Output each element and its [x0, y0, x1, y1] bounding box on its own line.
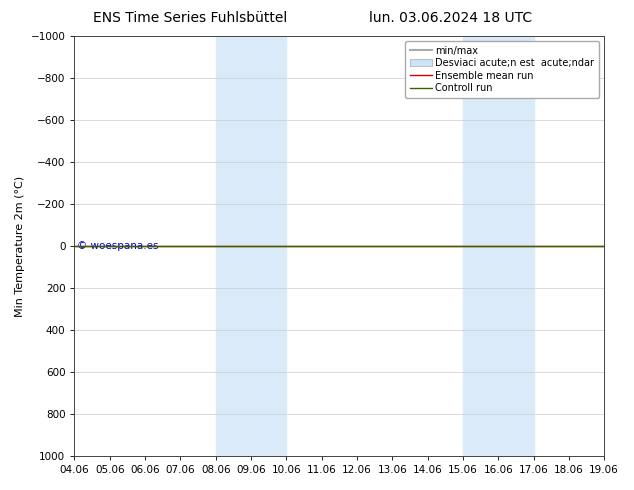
Bar — [216, 36, 287, 456]
Text: © woespana.es: © woespana.es — [77, 241, 158, 251]
Text: ENS Time Series Fuhlsbüttel: ENS Time Series Fuhlsbüttel — [93, 11, 287, 25]
Legend: min/max, Desviaci acute;n est  acute;ndar, Ensemble mean run, Controll run: min/max, Desviaci acute;n est acute;ndar… — [405, 41, 599, 98]
Bar — [463, 36, 533, 456]
Y-axis label: Min Temperature 2m (°C): Min Temperature 2m (°C) — [15, 175, 25, 317]
Text: lun. 03.06.2024 18 UTC: lun. 03.06.2024 18 UTC — [368, 11, 532, 25]
